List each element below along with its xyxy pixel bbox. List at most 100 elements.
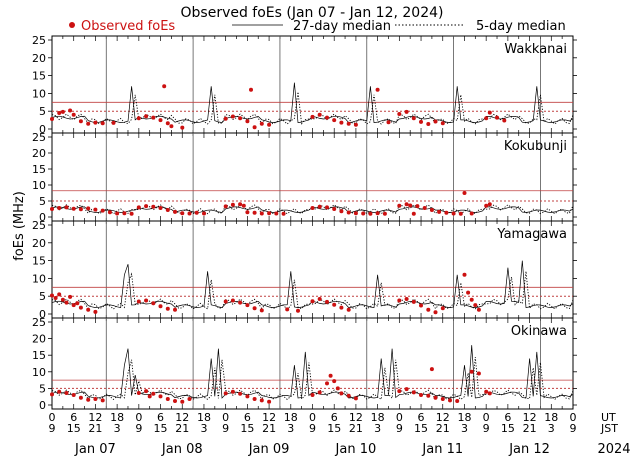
observed-point <box>310 206 315 210</box>
y-tick-label: 25 <box>32 219 46 232</box>
observed-point <box>238 391 243 396</box>
y-tick-label: 20 <box>32 333 46 346</box>
observed-point <box>317 390 322 395</box>
observed-point <box>180 125 185 130</box>
chart-title: Observed foEs (Jan 07 - Jan 12, 2024) <box>181 5 444 21</box>
observed-point <box>397 298 402 303</box>
y-tick-label: 0 <box>39 308 46 321</box>
observed-point <box>158 118 163 123</box>
observed-point <box>230 298 235 303</box>
observed-point <box>458 211 463 216</box>
x-tick-label-ut: 12 <box>436 411 450 424</box>
observed-point <box>245 210 250 215</box>
observed-point <box>411 116 416 121</box>
observed-point <box>165 121 170 126</box>
observed-point <box>57 111 62 115</box>
observed-point <box>50 392 54 397</box>
observed-point <box>469 297 474 302</box>
x-tick-label-jst: 21 <box>175 422 189 435</box>
observed-point <box>440 306 445 311</box>
observed-point <box>245 394 250 399</box>
observed-point <box>353 211 358 216</box>
x-tick-label-jst: 21 <box>523 422 537 435</box>
observed-point <box>64 391 69 395</box>
x-tick-label-jst: 21 <box>349 422 363 435</box>
y-tick-label: 20 <box>32 237 46 250</box>
observed-point <box>252 125 257 130</box>
observed-point <box>361 211 366 216</box>
x-tick-label-ut: 18 <box>284 411 298 424</box>
y-tick-label: 0 <box>39 399 46 412</box>
station-panel-wakkanai: 0 5 10 15 20 25 Wakkanai <box>32 34 577 136</box>
observed-point <box>68 108 73 113</box>
observed-point <box>415 204 420 209</box>
observed-point <box>419 393 423 397</box>
observed-point <box>100 208 105 213</box>
observed-point <box>93 397 98 401</box>
observed-point <box>107 210 112 215</box>
observed-point <box>78 395 83 400</box>
x-tick-label-ut: 18 <box>544 411 558 424</box>
year-label: 2024 <box>597 442 630 457</box>
median-5day-line <box>51 271 574 310</box>
observed-point <box>444 210 449 215</box>
observed-point <box>317 112 322 117</box>
legend-observed-marker <box>69 22 75 28</box>
x-tick-label-jst: 15 <box>67 422 81 435</box>
x-tick-label-ut: 6 <box>504 411 511 424</box>
median-27day-line <box>51 345 574 399</box>
observed-point <box>484 389 489 394</box>
observed-point <box>325 205 329 210</box>
observed-point <box>440 121 445 126</box>
observed-point <box>202 211 206 216</box>
x-tick-label-jst: 15 <box>414 422 428 435</box>
observed-point <box>448 398 452 403</box>
station-name-okinawa: Okinawa <box>511 324 567 339</box>
x-tick-label-ut: 12 <box>88 411 102 424</box>
observed-point <box>230 389 235 394</box>
observed-point <box>50 207 54 211</box>
observed-point <box>144 389 149 394</box>
observed-point <box>100 398 105 403</box>
observed-point <box>411 390 416 395</box>
median-5day-line <box>51 357 574 401</box>
y-tick-label: 15 <box>32 255 46 268</box>
observed-point <box>339 391 344 396</box>
observed-point <box>57 206 62 210</box>
x-tick-label-jst: 21 <box>262 422 276 435</box>
x-tick-label-ut: 0 <box>222 411 229 424</box>
observed-point <box>230 114 235 119</box>
observed-point <box>151 115 156 120</box>
legend-27day-label: 27-day median <box>293 19 391 34</box>
observed-point <box>223 391 228 396</box>
observed-point <box>238 202 243 207</box>
observed-point <box>332 302 337 307</box>
observed-point <box>158 394 163 399</box>
observed-point <box>473 303 478 308</box>
observed-point <box>71 393 76 397</box>
observed-point <box>426 393 431 398</box>
legend: Observed foEs 27-day median 5-day median <box>69 19 566 34</box>
x-unit-jst: JST <box>600 422 618 435</box>
observed-point <box>408 203 413 208</box>
x-tick-label-jst: 9 <box>309 422 316 435</box>
observed-point <box>429 208 434 212</box>
x-tick-label-ut: 12 <box>175 411 189 424</box>
observed-point <box>419 303 423 308</box>
y-tick-label: 25 <box>32 316 46 329</box>
observed-point <box>274 211 279 216</box>
day-label: Jan 10 <box>335 442 377 457</box>
day-label: Jan 11 <box>421 442 463 457</box>
observed-point <box>115 211 120 216</box>
observed-point <box>158 206 163 210</box>
x-tick-label-ut: 0 <box>483 411 490 424</box>
y-tick-label: 20 <box>32 52 46 65</box>
x-tick-label-ut: 18 <box>457 411 471 424</box>
x-axis: 0 6 12 18 0 6 12 18 0 6 12 18 0 6 12 18 0 6 12 18 0 6 12 18 09 15… <box>49 411 577 457</box>
observed-point <box>267 399 272 404</box>
x-tick-label-jst: 3 <box>374 422 381 435</box>
y-tick-label: 15 <box>32 70 46 83</box>
observed-point <box>151 204 156 209</box>
observed-point <box>325 115 329 120</box>
panel-frame <box>51 220 574 319</box>
